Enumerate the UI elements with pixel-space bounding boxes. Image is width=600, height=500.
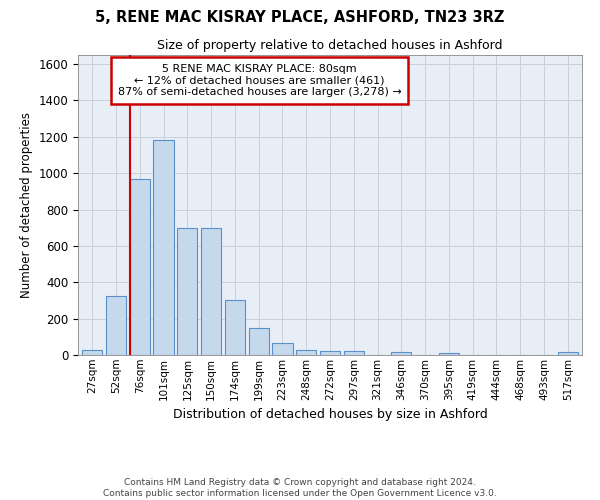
Bar — [225, 300, 245, 355]
Bar — [439, 353, 459, 355]
Bar — [201, 228, 221, 355]
Bar — [391, 352, 412, 355]
Bar — [296, 350, 316, 355]
Bar — [272, 343, 293, 355]
Text: 5, RENE MAC KISRAY PLACE, ASHFORD, TN23 3RZ: 5, RENE MAC KISRAY PLACE, ASHFORD, TN23 … — [95, 10, 505, 25]
Bar — [130, 178, 150, 355]
Title: Size of property relative to detached houses in Ashford: Size of property relative to detached ho… — [157, 40, 503, 52]
Bar — [154, 140, 173, 355]
Bar — [106, 296, 126, 355]
Text: Contains HM Land Registry data © Crown copyright and database right 2024.
Contai: Contains HM Land Registry data © Crown c… — [103, 478, 497, 498]
X-axis label: Distribution of detached houses by size in Ashford: Distribution of detached houses by size … — [173, 408, 487, 421]
Bar — [320, 352, 340, 355]
Bar — [177, 228, 197, 355]
Bar — [557, 352, 578, 355]
Bar — [344, 352, 364, 355]
Y-axis label: Number of detached properties: Number of detached properties — [20, 112, 33, 298]
Text: 5 RENE MAC KISRAY PLACE: 80sqm
← 12% of detached houses are smaller (461)
87% of: 5 RENE MAC KISRAY PLACE: 80sqm ← 12% of … — [118, 64, 401, 97]
Bar — [82, 350, 103, 355]
Bar — [248, 328, 269, 355]
